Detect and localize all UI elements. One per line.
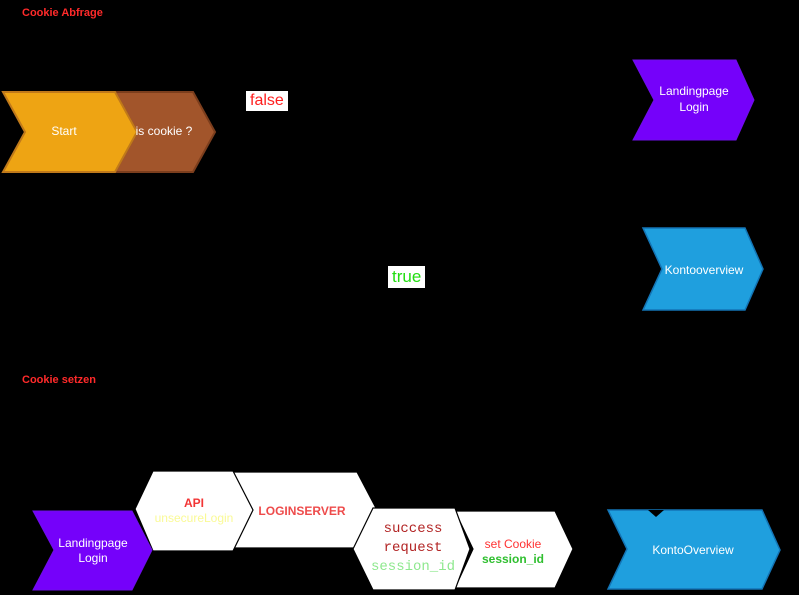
section-label-cookie-abfrage: Cookie Abfrage <box>22 7 103 19</box>
node-label-is-cookie: is cookie ? <box>135 124 193 138</box>
node-label-success-request: success request session_id <box>352 520 474 577</box>
branch-label-false: false <box>246 91 288 111</box>
node-label-kontooverview-bottom: KontoOverview <box>652 543 734 557</box>
node-label-kontooverview-mid: Kontooverview <box>664 263 744 277</box>
kontooverview-mid-arrow <box>641 227 764 311</box>
set-cookie-line: set Cookie <box>484 537 542 551</box>
branch-label-true: true <box>388 266 426 288</box>
node-label-start: Start <box>51 124 77 138</box>
node-label-line: Login <box>78 551 108 565</box>
api-step <box>134 470 254 552</box>
start-arrow <box>1 91 139 173</box>
node-label-loginserver: LOGINSERVER <box>258 504 346 518</box>
success-line: success <box>383 521 443 537</box>
session-id-line: session_id <box>481 552 545 566</box>
request-line: request <box>383 540 443 556</box>
landingpage-login-bottom-arrow <box>32 510 153 591</box>
node-label-landingpage-login-top: Landingpage Login <box>643 83 745 115</box>
success-request-step <box>352 507 471 591</box>
node-label-line: Landingpage <box>659 84 729 98</box>
api-title: API <box>183 496 204 510</box>
landingpage-login-top-arrow <box>632 59 755 141</box>
node-label-line: Landingpage <box>58 536 128 550</box>
node-label-line: Login <box>679 100 709 114</box>
node-label-api: API unsecureLogin <box>143 496 245 526</box>
set-cookie-step <box>454 510 574 589</box>
node-label-landingpage-login-bottom: Landingpage Login <box>42 536 144 566</box>
node-label-set-cookie: set Cookie session_id <box>462 537 564 567</box>
api-subtitle: unsecureLogin <box>154 511 234 525</box>
kontooverview-bottom-arrow <box>606 509 781 590</box>
session-id-line: session_id <box>370 559 455 575</box>
section-label-cookie-setzen: Cookie setzen <box>22 374 96 386</box>
hidden-connector-arrowhead <box>648 510 664 517</box>
